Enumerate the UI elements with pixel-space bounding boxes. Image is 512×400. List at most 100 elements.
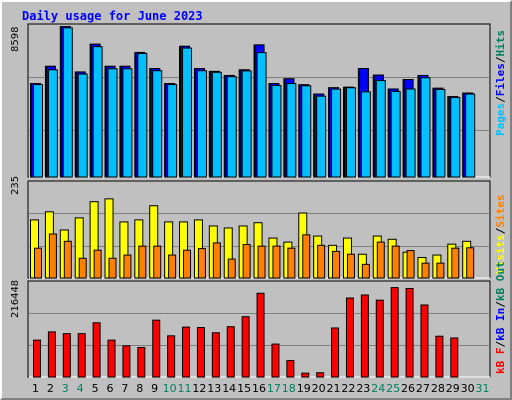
pages-bar	[390, 90, 401, 178]
pages-bar	[360, 91, 371, 178]
sites-bar	[168, 254, 177, 279]
sites-bar	[361, 263, 370, 279]
legend-bottom-part: kB Out	[494, 261, 507, 302]
sites-bar	[138, 245, 147, 279]
sites-bar	[376, 241, 385, 279]
pages-bar	[182, 47, 193, 178]
kbytes-bar	[182, 326, 191, 378]
sites-bar	[227, 258, 236, 279]
sites-bar	[302, 234, 311, 279]
sites-bar	[466, 247, 475, 279]
kbytes-bar	[77, 333, 86, 378]
pages-bar	[316, 95, 327, 178]
kbytes-bar	[390, 287, 399, 378]
day-label: 21	[326, 382, 341, 395]
kbytes-bar	[286, 360, 295, 378]
sites-bar	[406, 250, 415, 279]
kbytes-bar	[450, 337, 459, 378]
day-label: 23	[356, 382, 371, 395]
kbytes-bar	[92, 322, 101, 378]
kbytes-bar	[122, 345, 131, 378]
legend-bottom-part: /	[494, 340, 507, 348]
kbytes-bar	[211, 332, 220, 378]
sites-bar	[63, 240, 72, 279]
day-label: 9	[151, 382, 159, 395]
legend-bottom: kB F/kB In/kB Out	[494, 261, 507, 374]
sites-bar	[436, 262, 445, 279]
day-label: 29	[445, 382, 460, 395]
day-label: 3	[61, 382, 69, 395]
sites-bar	[34, 247, 42, 279]
sites-bar	[287, 247, 296, 279]
kbytes-bar	[331, 327, 340, 378]
pages-bar	[122, 68, 133, 178]
pages-bar	[152, 70, 163, 178]
pages-bar	[301, 85, 312, 178]
kbytes-bar	[152, 319, 161, 378]
sites-bar	[272, 245, 281, 279]
pages-bar	[375, 80, 386, 178]
legend-middle-part: /	[494, 227, 507, 235]
kbytes-bar	[107, 339, 116, 378]
day-label: 5	[91, 382, 99, 395]
sites-bar	[78, 257, 87, 279]
day-label: 13	[207, 382, 222, 395]
day-label: 20	[311, 382, 326, 395]
pages-bar	[405, 88, 416, 178]
legend-bottom-part: kB F	[494, 347, 507, 375]
legend-top-part: Files	[494, 63, 507, 97]
day-label: 11	[177, 382, 192, 395]
pages-bar	[47, 69, 58, 178]
pages-bar	[107, 68, 118, 178]
pages-bar	[226, 76, 237, 178]
legend-top: Pages/Files/Hits	[494, 30, 507, 136]
pages-bar	[167, 84, 178, 178]
kbytes-bar	[301, 372, 310, 378]
sites-bar	[197, 248, 206, 279]
kbytes-bar	[256, 292, 265, 378]
sites-bar	[153, 245, 162, 279]
legend-top-part: /	[494, 96, 507, 103]
sites-bar	[346, 253, 355, 279]
day-label: 31	[475, 382, 490, 395]
day-label: 19	[296, 382, 311, 395]
pages-bar	[241, 70, 252, 178]
sites-bar	[317, 244, 326, 279]
pages-bar	[331, 88, 342, 178]
kbytes-bar	[271, 343, 280, 378]
kbytes-bar	[62, 333, 71, 378]
pages-bar	[137, 53, 148, 178]
pages-bar	[62, 27, 73, 178]
pages-bar	[286, 83, 297, 178]
kbytes-bar	[241, 316, 250, 378]
sites-bar	[48, 233, 57, 279]
kbytes-bar	[375, 299, 384, 378]
day-label: 14	[222, 382, 237, 395]
kbytes-bar	[405, 287, 414, 378]
legend-top-part: Hits	[494, 30, 507, 57]
day-label: 30	[460, 382, 475, 395]
day-label: 17	[266, 382, 281, 395]
sites-bar	[451, 247, 460, 279]
pages-bar	[420, 77, 431, 178]
kbytes-bar	[33, 339, 41, 378]
day-label: 15	[237, 382, 252, 395]
max-value-label-bottom: 216448	[10, 279, 21, 318]
day-label: 4	[76, 382, 84, 395]
day-label: 24	[371, 382, 386, 395]
kbytes-bar	[420, 304, 429, 378]
kbytes-bar	[345, 297, 354, 378]
day-label: 16	[252, 382, 266, 395]
kbytes-bar	[47, 331, 56, 378]
kbytes-bar	[226, 326, 235, 378]
sites-bar	[108, 257, 117, 279]
day-label: 25	[386, 382, 401, 395]
sites-bar	[421, 262, 430, 279]
sites-bar	[123, 254, 132, 279]
day-label: 12	[192, 382, 207, 395]
sites-bar	[332, 250, 341, 279]
pages-bar	[465, 93, 476, 178]
max-value-label-top: 8598	[10, 26, 21, 52]
day-label: 18	[281, 382, 296, 395]
